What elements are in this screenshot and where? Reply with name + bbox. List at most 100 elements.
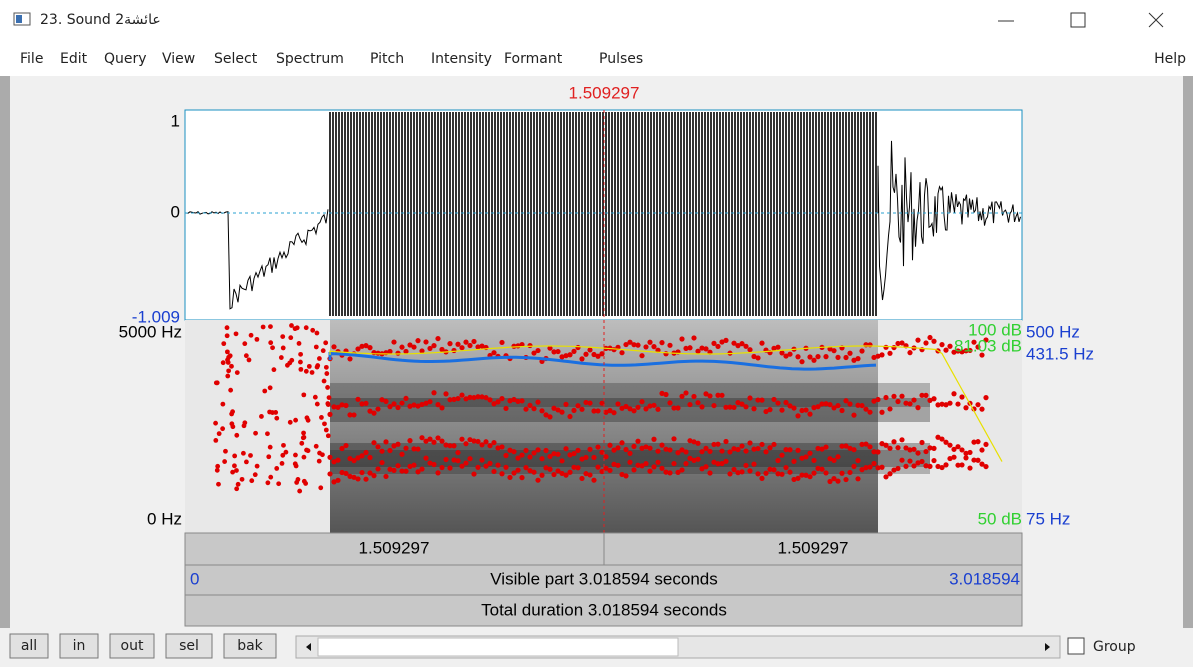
formant-dot	[411, 463, 416, 468]
formant-dot	[387, 349, 392, 354]
formant-dot	[839, 408, 844, 413]
formant-dot	[213, 421, 218, 426]
formant-dot	[415, 446, 420, 451]
formant-dot	[763, 449, 768, 454]
formant-dot	[217, 431, 222, 436]
formant-dot	[229, 364, 234, 369]
menu-item[interactable]: Pitch	[370, 51, 404, 67]
formant-dot	[223, 449, 228, 454]
formant-dot	[755, 355, 760, 360]
formant-dot	[499, 471, 504, 476]
formant-dot	[471, 339, 476, 344]
formant-dot	[807, 451, 812, 456]
formant-dot	[270, 345, 275, 350]
formant-dot	[407, 438, 412, 443]
formant-dot	[867, 464, 872, 469]
formant-dot	[234, 486, 239, 491]
formant-dot	[783, 465, 788, 470]
formant-dot	[297, 489, 302, 494]
formant-dot	[391, 401, 396, 406]
formant-dot	[751, 462, 756, 467]
formant-dot	[791, 405, 796, 410]
formant-dot	[305, 415, 310, 420]
formant-dot	[791, 459, 796, 464]
formant-dot	[735, 447, 740, 452]
formant-dot	[387, 448, 392, 453]
formant-dot	[747, 440, 752, 445]
formant-dot	[943, 462, 948, 467]
formant-dot	[539, 456, 544, 461]
formant-dot	[242, 420, 247, 425]
formant-dot	[255, 337, 260, 342]
formant-dot	[367, 455, 372, 460]
menu-item[interactable]: Edit	[60, 51, 88, 67]
formant-dot	[811, 471, 816, 476]
formant-dot	[302, 455, 307, 460]
formant-dot	[379, 460, 384, 465]
formant-dot	[615, 445, 620, 450]
formant-dot	[707, 470, 712, 475]
formant-dot	[253, 472, 258, 477]
formant-dot	[288, 335, 293, 340]
menu-help[interactable]: Help	[1154, 51, 1186, 67]
formant-dot	[383, 474, 388, 479]
formant-dot	[443, 391, 448, 396]
menu-item[interactable]: Spectrum	[276, 51, 344, 67]
formant-dot	[503, 465, 508, 470]
formant-dot	[507, 475, 512, 480]
formant-dot	[583, 352, 588, 357]
formant-dot	[443, 457, 448, 462]
formant-dot	[351, 412, 356, 417]
visible-start: 0	[190, 569, 199, 588]
formant-dot	[779, 472, 784, 477]
formant-dot	[447, 341, 452, 346]
scroll-thumb[interactable]	[318, 638, 678, 656]
formant-dot	[755, 471, 760, 476]
menu-item[interactable]: Pulses	[599, 51, 643, 67]
formant-dot	[771, 442, 776, 447]
formant-dot	[931, 458, 936, 463]
menu-item[interactable]: Query	[104, 51, 147, 67]
formant-dot	[887, 406, 892, 411]
formant-dot	[795, 476, 800, 481]
formant-dot	[947, 401, 952, 406]
menu-item[interactable]: View	[162, 51, 195, 67]
formant-dot	[899, 437, 904, 442]
left-part-label: 1.509297	[359, 538, 430, 557]
formant-dot	[847, 351, 852, 356]
formant-dot	[859, 348, 864, 353]
formant-dot	[591, 455, 596, 460]
formant-dot	[667, 447, 672, 452]
group-checkbox[interactable]	[1068, 638, 1084, 654]
visible-label: Visible part 3.018594 seconds	[490, 569, 717, 588]
formant-dot	[687, 402, 692, 407]
formant-dot	[423, 456, 428, 461]
formant-dot	[383, 399, 388, 404]
formant-dot	[281, 443, 286, 448]
formant-dot	[215, 380, 220, 385]
menu-item[interactable]: File	[20, 51, 43, 67]
formant-dot	[301, 435, 306, 440]
intensity-bottom: 50 dB	[978, 509, 1022, 528]
menu-item[interactable]: Intensity	[431, 51, 492, 67]
formant-dot	[268, 340, 273, 345]
formant-dot	[923, 393, 928, 398]
formant-dot	[276, 481, 281, 486]
menu-item[interactable]: Select	[214, 51, 258, 67]
formant-dot	[279, 355, 284, 360]
formant-dot	[567, 352, 572, 357]
formant-dot	[747, 395, 752, 400]
formant-dot	[643, 461, 648, 466]
spec-top-label: 5000 Hz	[119, 322, 182, 341]
formant-dot	[399, 345, 404, 350]
formant-dot	[395, 442, 400, 447]
formant-dot	[225, 325, 230, 330]
menu-item[interactable]: Formant	[504, 51, 563, 67]
formant-dot	[327, 471, 332, 476]
formant-dot	[281, 346, 286, 351]
formant-dot	[367, 345, 372, 350]
formant-dot	[539, 408, 544, 413]
formant-dot	[241, 451, 246, 456]
formant-dot	[571, 349, 576, 354]
formant-dot	[723, 338, 728, 343]
